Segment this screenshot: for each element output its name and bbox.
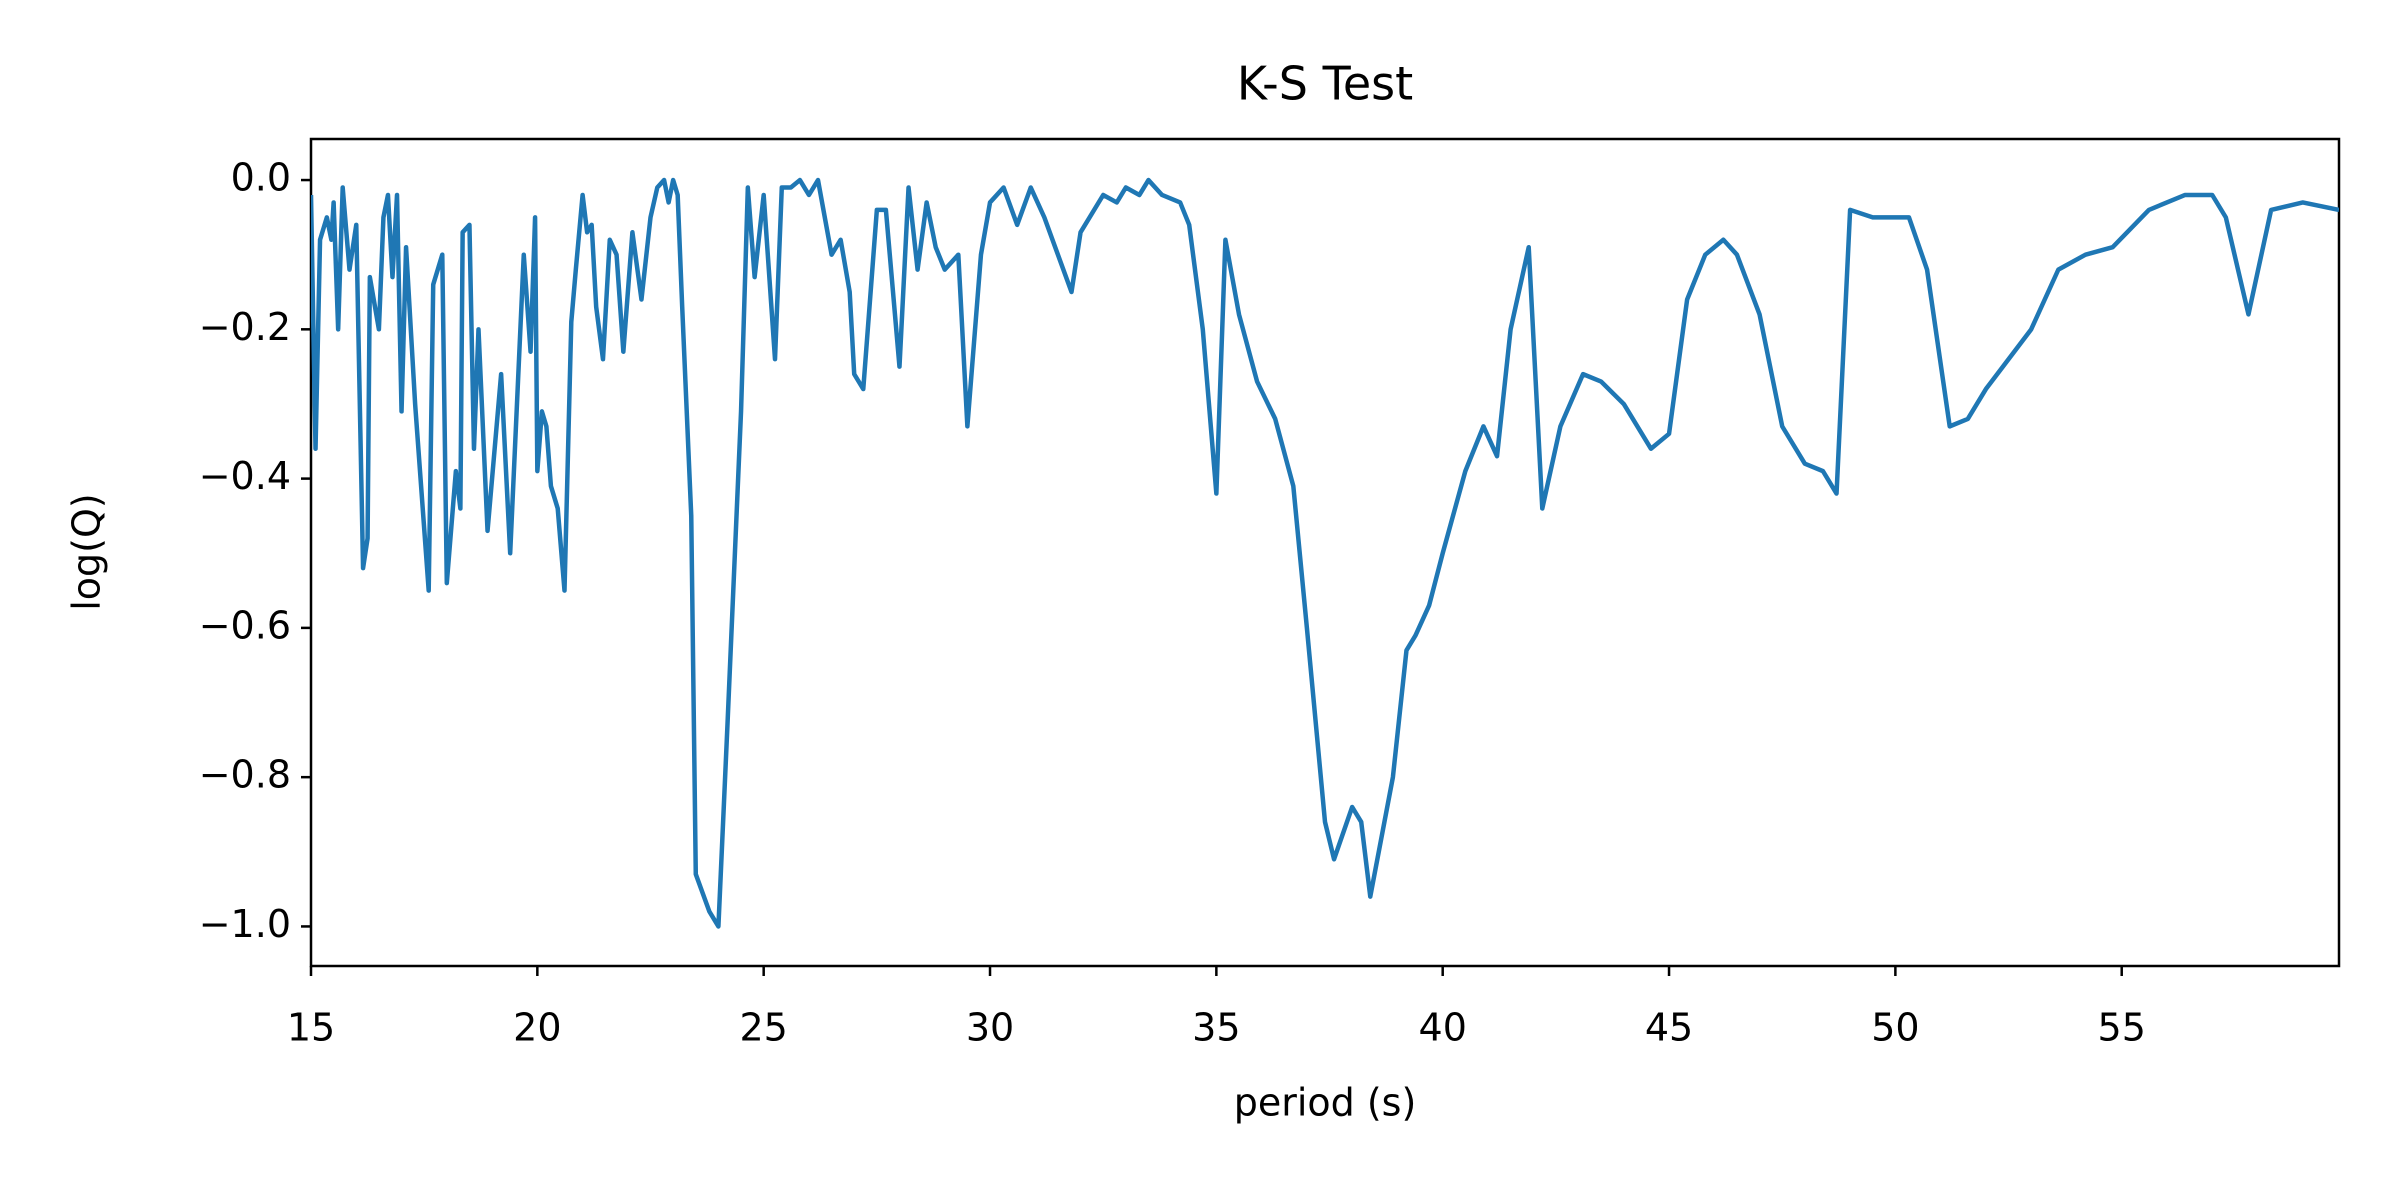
x-tick-label: 20 [513,1006,561,1050]
y-tick-label: −0.2 [199,305,291,349]
x-axis-label: period (s) [1234,1081,1417,1125]
x-tick-label: 30 [966,1006,1014,1050]
x-tick-label: 40 [1419,1006,1467,1050]
chart-title: K-S Test [1237,57,1413,111]
y-tick-label: −0.6 [199,603,291,647]
x-tick-label: 55 [2098,1006,2146,1050]
y-axis-label: log(Q) [65,493,109,611]
data-line [311,177,2339,929]
x-tick-label: 25 [739,1006,787,1050]
x-tick-label: 15 [287,1006,335,1050]
y-tick-label: −0.4 [199,454,291,498]
x-tick-label: 45 [1645,1006,1693,1050]
y-tick-label: 0.0 [231,156,291,200]
x-tick-label: 35 [1192,1006,1240,1050]
x-tick-label: 50 [1871,1006,1919,1050]
plot-frame [309,137,2341,968]
y-tick-label: −1.0 [199,902,291,946]
y-tick-label: −0.8 [199,753,291,797]
